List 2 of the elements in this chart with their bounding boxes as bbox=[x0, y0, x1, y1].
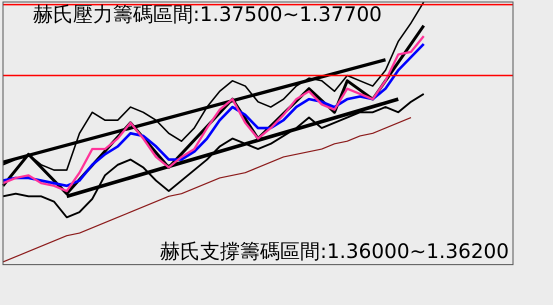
annotation: 赫氏支撐籌碼區間:1.36000~1.36200 bbox=[160, 238, 509, 263]
annotation: 赫氏壓力籌碼區間:1.37500~1.37700 bbox=[33, 2, 382, 26]
